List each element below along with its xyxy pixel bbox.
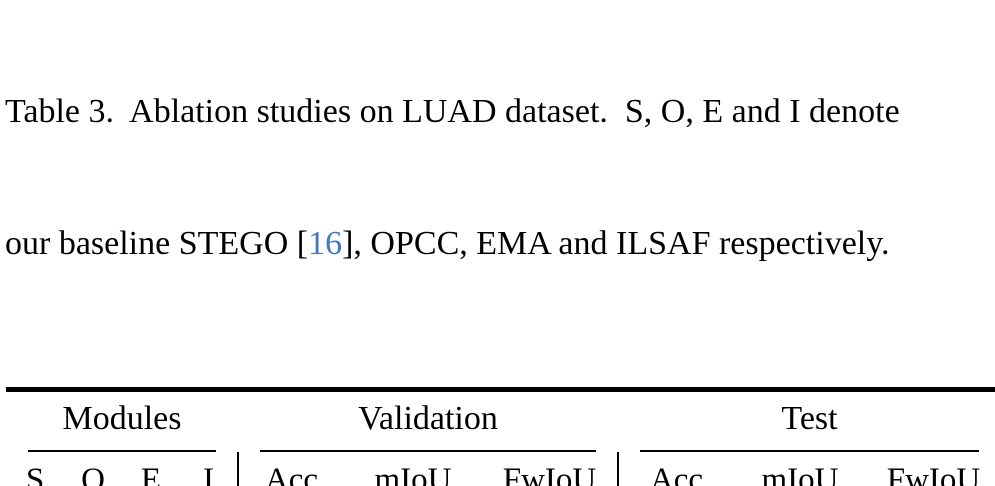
- group-header-row: Modules Validation Test: [6, 390, 995, 452]
- table-caption: Table 3. Ablation studies on LUAD datase…: [5, 93, 993, 266]
- group-label-validation: Validation: [260, 399, 597, 452]
- group-label-modules: Modules: [28, 399, 216, 452]
- col-header-val-acc: Acc: [237, 452, 344, 486]
- col-header-i: I: [180, 452, 238, 486]
- ablation-table: Modules Validation Test S O E I Acc mIoU…: [6, 387, 995, 486]
- col-header-s: S: [6, 452, 64, 486]
- caption-line-1: Table 3. Ablation studies on LUAD datase…: [5, 93, 900, 130]
- caption-line-2-after: ], OPCC, EMA and ILSAF respectively.: [342, 225, 890, 262]
- group-header-validation: Validation: [238, 390, 618, 452]
- col-header-val-fwiou: FwIoU: [482, 452, 619, 486]
- caption-line-2-before: our baseline STEGO [: [5, 225, 309, 262]
- group-header-modules: Modules: [6, 390, 238, 452]
- col-header-e: E: [122, 452, 180, 486]
- col-header-test-miou: mIoU: [734, 452, 867, 486]
- citation-link[interactable]: 16: [308, 225, 343, 262]
- column-header-row: S O E I Acc mIoU FwIoU Acc mIoU FwIoU: [6, 452, 995, 486]
- group-label-test: Test: [640, 399, 980, 452]
- col-header-o: O: [64, 452, 122, 486]
- col-header-val-miou: mIoU: [344, 452, 482, 486]
- col-header-test-acc: Acc: [617, 452, 735, 486]
- col-header-test-fwiou: FwIoU: [866, 452, 995, 486]
- group-header-test: Test: [618, 390, 995, 452]
- caption-line-2: our baseline STEGO [16], OPCC, EMA and I…: [5, 222, 993, 266]
